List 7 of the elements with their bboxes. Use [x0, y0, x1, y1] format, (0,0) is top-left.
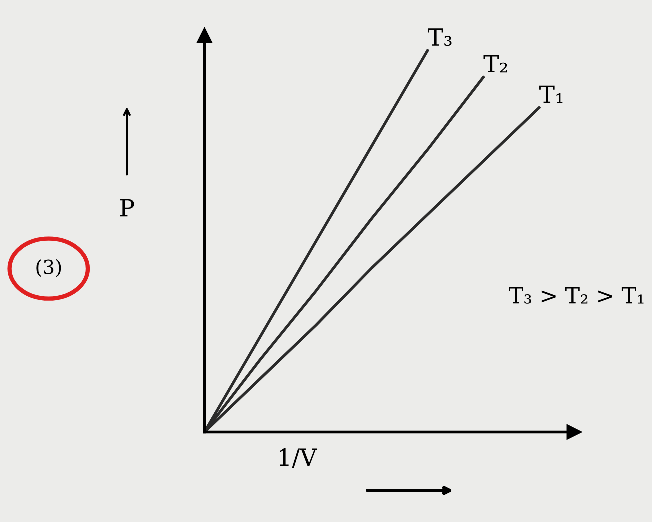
- text: (3): [36, 259, 62, 278]
- series-label: T₁: [540, 86, 563, 104]
- series-label: T₃: [428, 28, 452, 46]
- series-label: T₂: [484, 55, 508, 73]
- y-axis-title: P: [120, 199, 134, 217]
- annotation: T₃ > T₂ > T₁: [509, 287, 644, 304]
- x-axis-title: 1/V: [280, 448, 318, 468]
